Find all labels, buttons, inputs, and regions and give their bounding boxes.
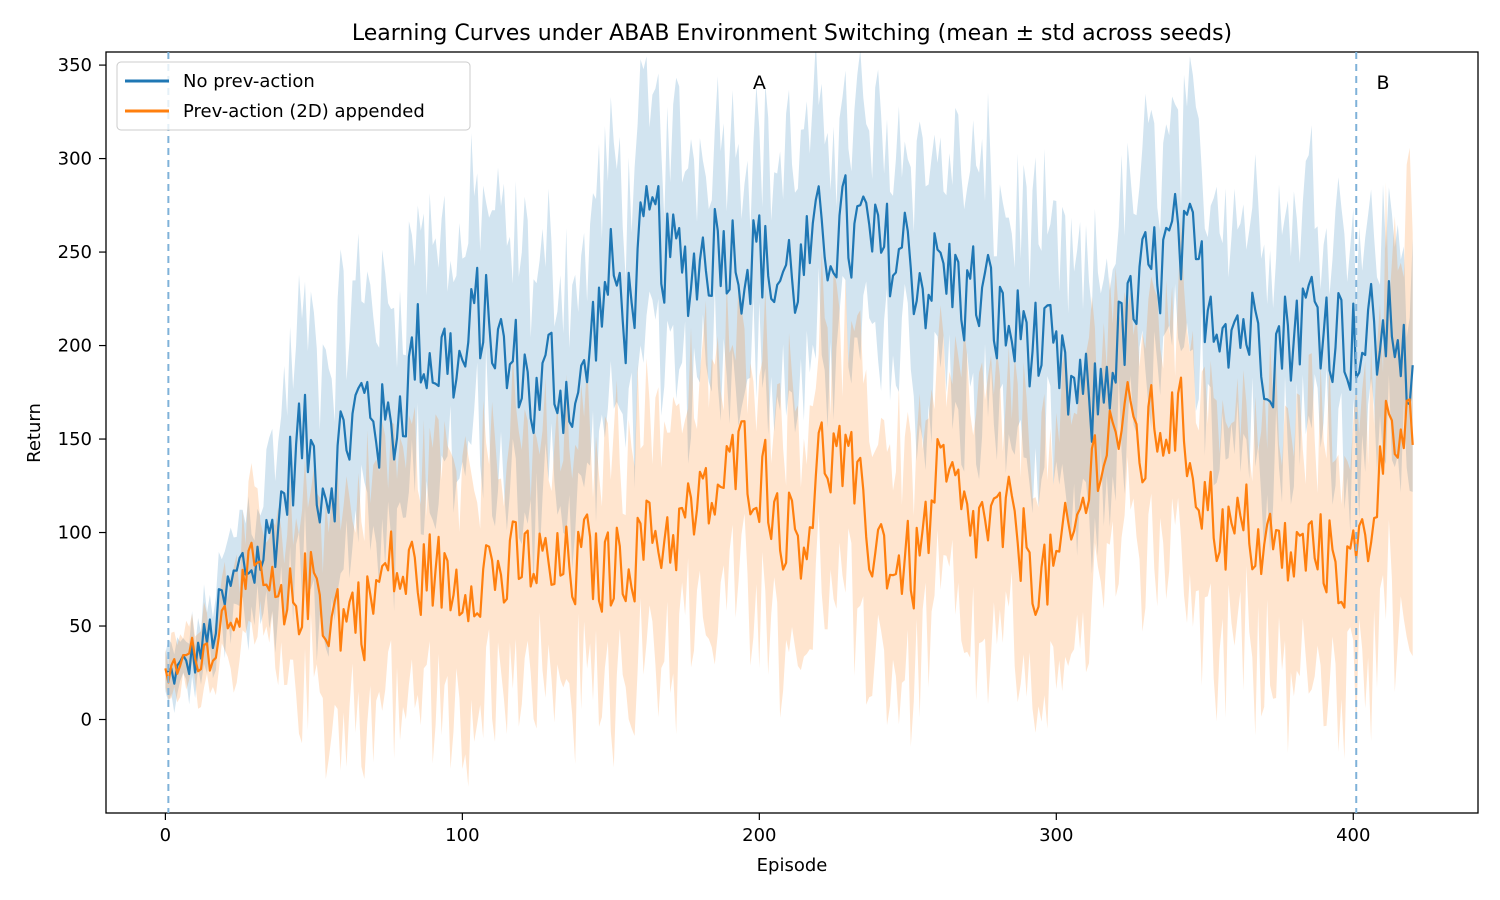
y-tick-label: 350 <box>58 55 92 76</box>
plot-frame <box>105 51 1479 814</box>
y-tick-label: 100 <box>58 523 92 544</box>
y-tick-label: 150 <box>58 429 92 450</box>
series-line-no-prev <box>165 174 1414 685</box>
plot-area <box>164 52 1414 787</box>
chart-title: Learning Curves under ABAB Environment S… <box>352 21 1232 46</box>
phase-label: B <box>1376 72 1389 94</box>
y-axis-label: Return <box>24 403 45 463</box>
y-axis: 0 50 100 150 200 250 300 350 <box>58 55 106 731</box>
x-tick-label: 100 <box>445 825 479 846</box>
legend-label-prev: Prev-action (2D) appended <box>183 101 425 122</box>
x-axis: 0 100 200 300 400 <box>160 813 1370 846</box>
legend-label-no-prev: No prev-action <box>183 71 315 92</box>
y-tick-label: 50 <box>69 616 92 637</box>
y-tick-label: 300 <box>58 149 92 170</box>
legend: No prev-action Prev-action (2D) appended <box>116 61 471 131</box>
series-line-prev <box>164 376 1414 684</box>
std-band-no-prev <box>165 52 1413 713</box>
std-band-prev <box>165 147 1413 787</box>
x-tick-label: 300 <box>1039 825 1073 846</box>
phase-label: A <box>753 72 766 94</box>
x-tick-label: 0 <box>160 825 171 846</box>
x-axis-label: Episode <box>757 855 828 876</box>
x-tick-label: 200 <box>742 825 776 846</box>
y-tick-label: 0 <box>81 710 92 731</box>
y-tick-label: 200 <box>58 336 92 357</box>
x-tick-label: 400 <box>1336 825 1370 846</box>
legend-box <box>116 61 471 131</box>
y-tick-label: 250 <box>58 242 92 263</box>
